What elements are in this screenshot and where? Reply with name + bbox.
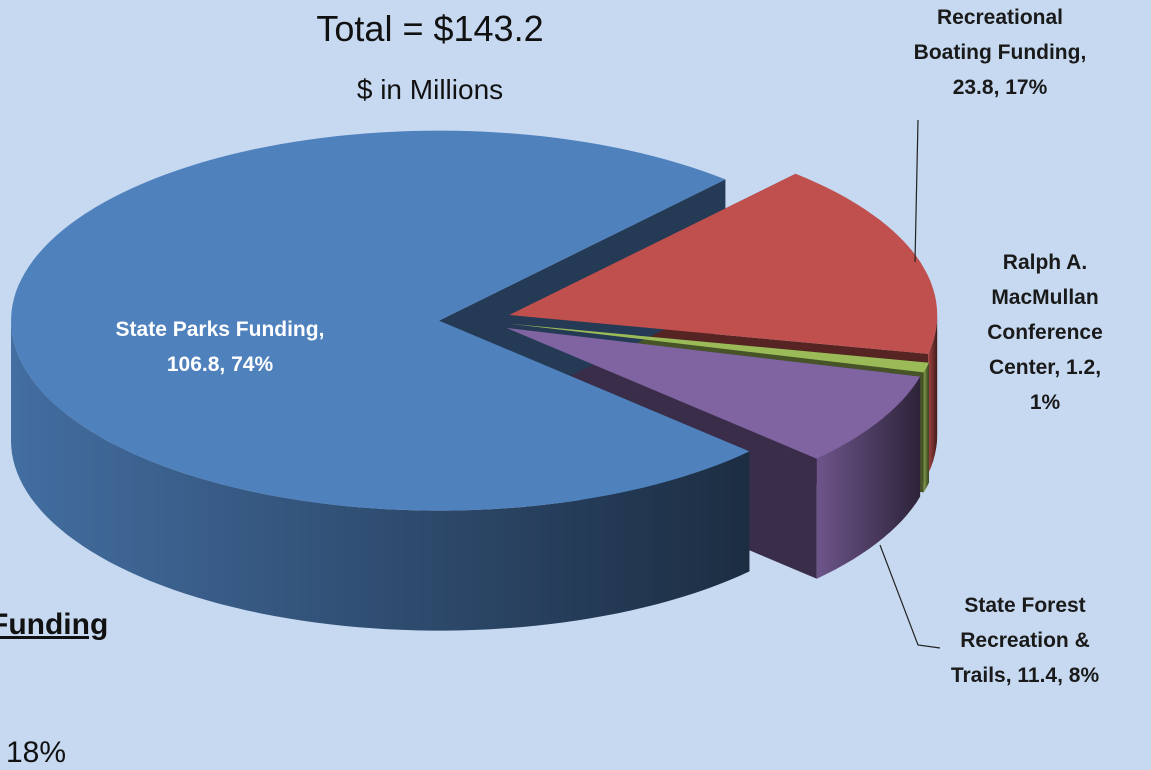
pie xyxy=(11,130,938,631)
label-name: Recreational Boating Funding xyxy=(913,6,1081,64)
chart-title: Total = $143.2 xyxy=(316,8,544,49)
slice xyxy=(506,327,921,459)
label-value: 23.8 xyxy=(952,76,994,99)
slice-side xyxy=(816,376,921,579)
annotation: Funding xyxy=(0,608,109,641)
label-value: 106.8 xyxy=(166,353,220,376)
slice-side xyxy=(928,315,938,474)
data-label: Ralph A. MacMullan Conference Center, 1.… xyxy=(987,251,1103,414)
chart-subtitle: $ in Millions xyxy=(356,74,504,105)
label-value: 1.2 xyxy=(1065,356,1096,379)
label-percent: 1% xyxy=(1029,391,1061,414)
label-percent: 17% xyxy=(1005,76,1048,99)
label-name: Ralph A. MacMullan Conference Center xyxy=(987,251,1103,379)
slice-side xyxy=(923,362,929,493)
slice xyxy=(510,323,929,373)
data-label: State Forest Recreation & Trails, 11.4, … xyxy=(950,594,1100,687)
label-name: State Forest Recreation & Trails xyxy=(950,594,1090,687)
leader-line xyxy=(879,544,941,649)
leader-line xyxy=(914,119,919,263)
label-name: State Parks Funding xyxy=(115,318,319,341)
annotation: 18% xyxy=(6,736,67,769)
data-label: Recreational Boating Funding, 23.8, 17% xyxy=(913,6,1087,99)
slice xyxy=(11,130,750,511)
label-percent: 74% xyxy=(231,353,274,376)
slice-side xyxy=(11,320,750,631)
slice xyxy=(509,173,938,354)
data-label: State Parks Funding, 106.8, 74% xyxy=(115,318,325,376)
label-percent: 8% xyxy=(1068,664,1100,687)
label-value: 11.4 xyxy=(1017,664,1058,687)
